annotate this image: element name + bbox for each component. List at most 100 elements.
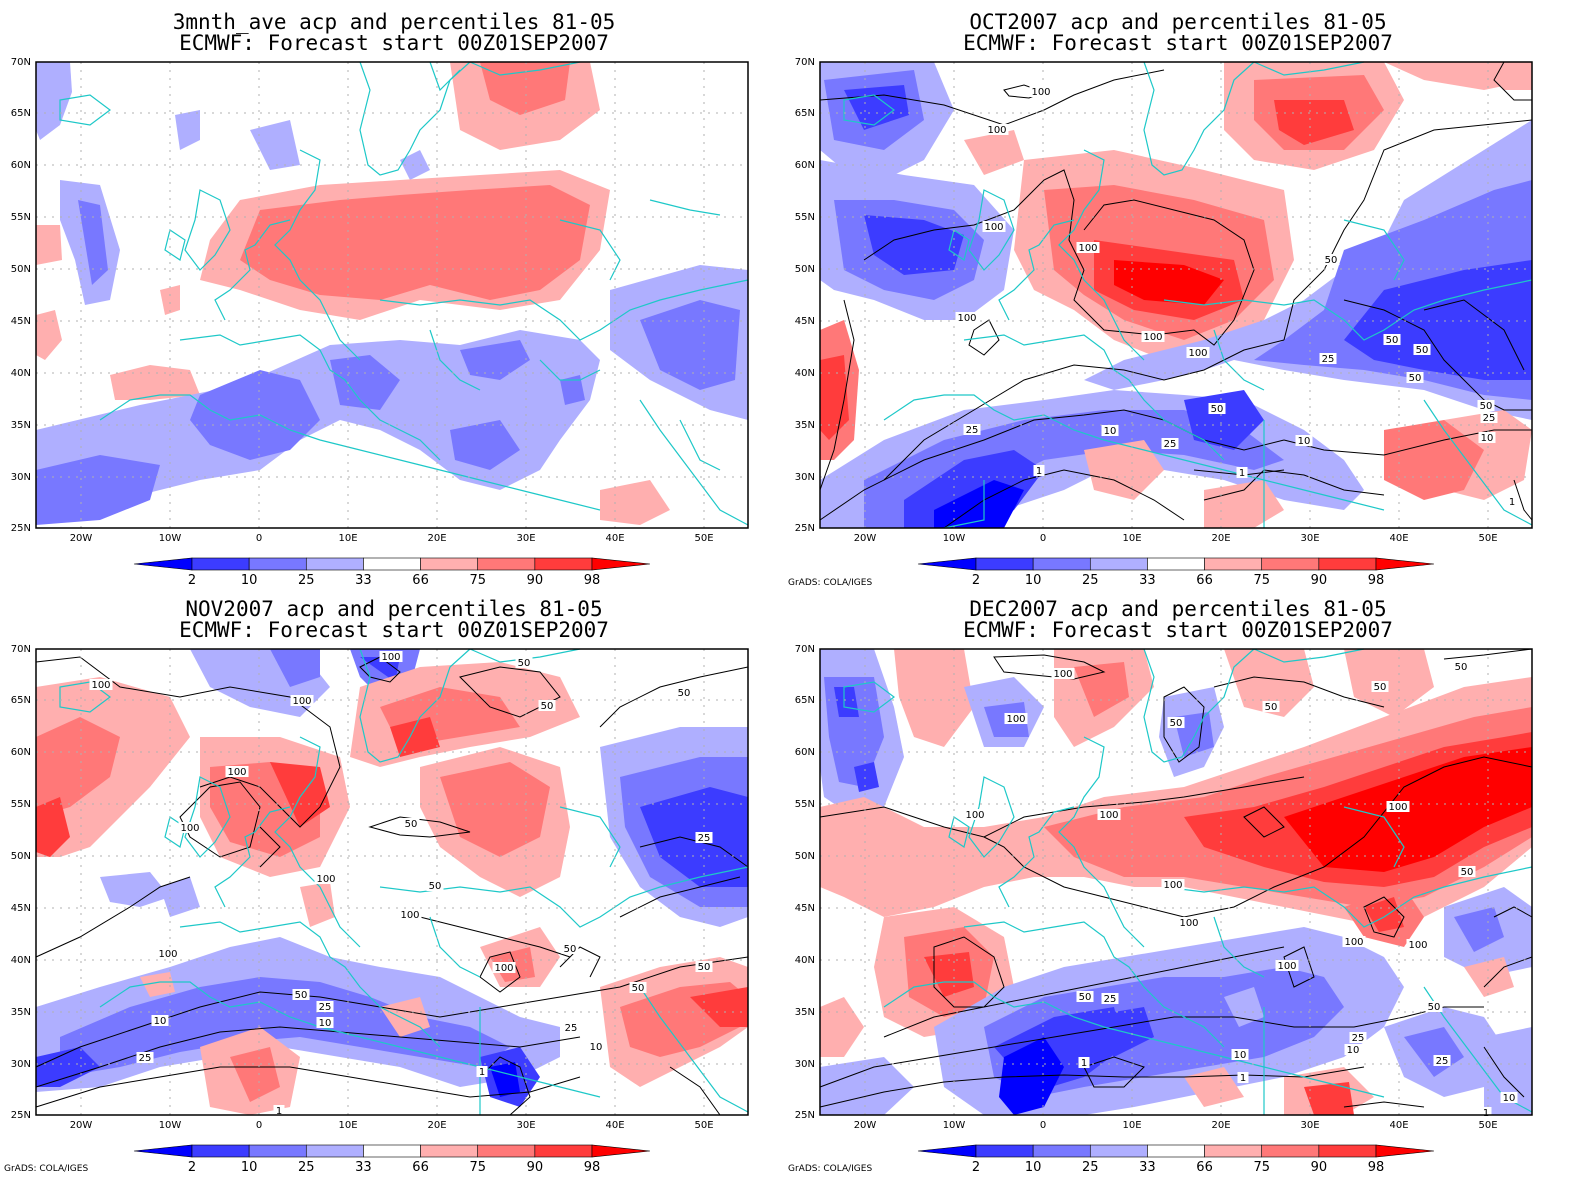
lat-label: 55N <box>795 799 815 810</box>
contour-label-bg <box>1097 809 1121 820</box>
colorbar-segment <box>1318 557 1377 571</box>
contour-label: 100 <box>292 696 311 707</box>
grads-credit: GrADS: COLA/IGES <box>4 1164 89 1174</box>
colorbar-segment <box>1032 1144 1091 1158</box>
lat-label: 55N <box>11 799 31 810</box>
contour-label: 50 <box>295 990 308 1001</box>
lat-label: 45N <box>795 316 815 327</box>
lon-label: 10E <box>1122 1120 1141 1131</box>
lat-label: 30N <box>795 1059 815 1070</box>
panel-title-line2: ECMWF: Forecast start 00Z01SEP2007 <box>963 618 1393 642</box>
contour-label-bg <box>955 312 979 323</box>
lon-label: 50E <box>1478 1120 1497 1131</box>
colorbar-label: 25 <box>298 1160 315 1175</box>
contour-label: 100 <box>381 652 400 663</box>
lat-label: 50N <box>795 851 815 862</box>
contour-label: 100 <box>1031 87 1050 98</box>
contour-label-bg <box>1477 400 1495 411</box>
contour-label-bg <box>1506 496 1518 507</box>
contour-label: 100 <box>158 949 177 960</box>
lon-label: 20W <box>70 1120 93 1131</box>
lon-axis-labels: 20W 10W 0 10E 20E 30E 40E 50E <box>854 1120 1498 1131</box>
lon-label: 20W <box>854 533 877 544</box>
lat-label: 35N <box>795 1007 815 1018</box>
colorbar-label: 75 <box>469 573 486 588</box>
grid-lines <box>820 62 1532 528</box>
contour-label: 50 <box>429 881 442 892</box>
colorbar-arrow-left <box>133 557 193 571</box>
colorbar-segment <box>1032 557 1091 571</box>
contour-label-bg <box>963 809 987 820</box>
contour-label-bg <box>292 989 310 1000</box>
contour-label-bg <box>1349 1032 1367 1043</box>
colorbar-label: 90 <box>527 573 544 588</box>
lon-label: 40E <box>605 533 624 544</box>
colorbar-segment <box>1089 557 1148 571</box>
lon-axis-labels: 20W 10W 0 10E 20E 30E 40E 50E <box>70 1120 714 1131</box>
contour-label: 10 <box>1298 436 1311 447</box>
contour-label: 50 <box>678 688 691 699</box>
lat-label: 60N <box>795 747 815 758</box>
contour-label-bg <box>1342 936 1366 947</box>
contour-label-bg <box>1141 331 1165 342</box>
contour-label-bg <box>1480 1107 1492 1118</box>
map-3mnth: 70N 65N 60N 55N 50N 45N 40N 35N 30N 25N 20W 10W 0 10… <box>11 57 749 588</box>
contour-label: 100 <box>1179 918 1198 929</box>
lat-label: 30N <box>11 472 31 483</box>
contour-label: 50 <box>405 819 418 830</box>
contour-label-bg <box>316 1001 334 1012</box>
contour-label: 10 <box>1234 1050 1247 1061</box>
contour-label: 100 <box>984 222 1003 233</box>
contour-label-bg <box>1319 353 1337 364</box>
colorbar-label: 2 <box>188 1160 196 1175</box>
lon-label: 30E <box>516 1120 535 1131</box>
colorbar-label: 10 <box>1025 573 1042 588</box>
contour-label: 1 <box>1081 1058 1087 1069</box>
lat-label: 60N <box>11 160 31 171</box>
lon-label: 0 <box>1040 1120 1046 1131</box>
contour-label-bg <box>476 1066 488 1077</box>
contour-label: 50 <box>1409 373 1422 384</box>
contour-label: 10 <box>319 1018 332 1029</box>
contour-label-bg <box>1101 425 1119 436</box>
contour-label-bg <box>273 1105 285 1116</box>
lat-label: 35N <box>795 420 815 431</box>
contour-label: 100 <box>1163 880 1182 891</box>
contour-label: 10 <box>1503 1093 1516 1104</box>
contour-label: 50 <box>1211 404 1224 415</box>
contour-label: 100 <box>1277 961 1296 972</box>
colorbar-label: 90 <box>1311 573 1328 588</box>
contour-label-bg <box>290 695 314 706</box>
contour-label-bg <box>538 700 556 711</box>
contour-label-bg <box>402 818 420 829</box>
contour-label-bg <box>1433 1055 1451 1066</box>
lon-label: 10W <box>159 1120 182 1131</box>
colorbar-arrow-left <box>133 1144 193 1158</box>
contour-label-bg <box>1177 917 1201 928</box>
colorbar-label: 90 <box>1311 1160 1328 1175</box>
contour-label-bg <box>1101 993 1119 1004</box>
contour-label-bg <box>1458 866 1476 877</box>
colorbar-segment <box>477 1144 536 1158</box>
contour-label: 1 <box>1240 1073 1246 1084</box>
contour-label-bg <box>1386 801 1410 812</box>
colorbar-segment <box>1204 557 1263 571</box>
lat-label: 40N <box>795 955 815 966</box>
contour-label: 100 <box>180 823 199 834</box>
contour-label: 1 <box>1483 1108 1489 1119</box>
contour-label-bg <box>1231 1049 1249 1060</box>
colorbar-label: 66 <box>1196 1160 1213 1175</box>
lon-label: 50E <box>1478 533 1497 544</box>
lon-label: 30E <box>1300 1120 1319 1131</box>
lat-label: 60N <box>11 747 31 758</box>
lat-label: 45N <box>795 903 815 914</box>
contour-label-bg <box>675 687 693 698</box>
contour-label-bg <box>1262 701 1280 712</box>
contour-label: 25 <box>139 1053 152 1064</box>
colorbar-label: 2 <box>188 573 196 588</box>
contour-label-bg <box>379 651 403 662</box>
lat-label: 25N <box>795 523 815 534</box>
panel-3mnth: 3mnth_ave acp and percentiles 81-05 ECMW… <box>0 0 798 598</box>
contour-label: 100 <box>957 313 976 324</box>
panel-title-line1: 3mnth_ave acp and percentiles 81-05 <box>172 10 616 34</box>
